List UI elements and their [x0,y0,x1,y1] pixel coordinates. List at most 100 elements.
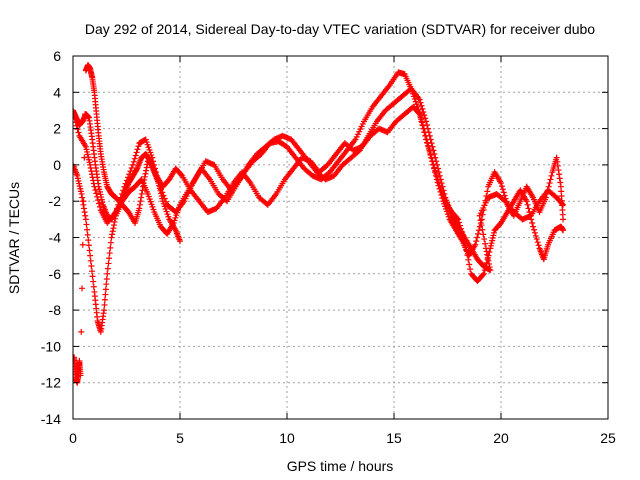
data-point [501,192,508,199]
x-tick-label: 25 [600,430,616,446]
data-point [88,268,95,275]
data-point [132,152,139,159]
data-point [111,218,118,225]
data-point [84,231,91,238]
data-point [129,161,136,168]
data-point [557,179,564,186]
data-point [136,201,143,208]
y-tick-label: 2 [53,121,61,137]
data-point [90,283,97,290]
data-point [456,219,463,226]
data-point [93,190,100,197]
data-point [74,126,81,133]
data-point [527,212,534,219]
data-point [418,118,425,125]
data-point [140,183,147,190]
x-tick-label: 10 [279,430,295,446]
data-point [430,161,437,168]
data-point [108,234,115,241]
data-point [458,228,465,235]
data-point [555,167,562,174]
y-tick-label: -10 [41,338,61,354]
data-point [433,170,440,177]
data-point [417,114,424,121]
data-point [77,372,84,379]
data-point [88,263,95,270]
data-point [87,165,94,172]
data-point [415,110,422,117]
data-point [130,158,137,165]
data-point [473,238,480,245]
data-point [418,102,425,109]
x-tick-label: 5 [176,430,184,446]
data-point [454,215,461,222]
data-point [101,296,108,303]
data-point [484,256,491,263]
data-point [101,307,108,314]
data-point [416,111,423,118]
data-point [559,200,566,207]
data-point [102,291,109,298]
data-point [482,240,489,247]
data-point [139,187,146,194]
data-point [79,194,86,201]
data-point [525,205,532,212]
data-point [478,222,485,229]
data-point [87,252,94,259]
data-point [464,252,471,259]
data-point [498,183,505,190]
data-point [83,221,90,228]
data-point [498,180,504,187]
data-point [462,242,469,249]
data-point [105,260,112,267]
data-point [478,216,485,223]
data-point [465,256,472,263]
data-point [106,255,113,262]
data-point [461,238,468,245]
x-axis-label: GPS time / hours [287,458,394,474]
data-point [547,176,554,183]
x-tick-label: 20 [493,430,509,446]
y-axis-label: SDTVAR / TECUs [6,182,22,294]
data-point [104,270,111,277]
data-point [483,259,490,266]
data-point [499,186,506,193]
data-point [530,223,537,230]
data-point [554,162,561,169]
data-point [457,225,464,232]
data-point [420,125,427,132]
data-point [80,198,87,205]
data-point [73,107,76,114]
data-point [435,176,442,183]
data-point [87,161,94,168]
data-point [140,180,147,187]
y-tick-label: 6 [53,48,61,64]
data-point [535,242,542,249]
y-tick-label: -4 [49,230,62,246]
data-point [482,263,489,270]
data-point [459,231,466,238]
data-point [95,200,102,207]
data-point [531,226,538,233]
data-point [423,136,430,143]
data-point [467,266,474,273]
data-point [82,212,89,219]
data-point [419,105,426,112]
data-point [137,198,144,205]
data-point [81,154,88,161]
data-point [481,267,488,274]
data-point [103,281,110,288]
data-point [88,168,95,175]
data-point [477,217,484,224]
series-track-c [73,62,567,386]
data-point [85,242,92,249]
data-point [472,241,479,248]
data-point [87,257,94,264]
data-point [479,271,486,278]
data-point [421,112,428,119]
data-point [417,99,424,106]
data-point [500,189,507,196]
data-point [78,190,85,197]
data-point [134,146,141,153]
data-point [106,250,113,257]
